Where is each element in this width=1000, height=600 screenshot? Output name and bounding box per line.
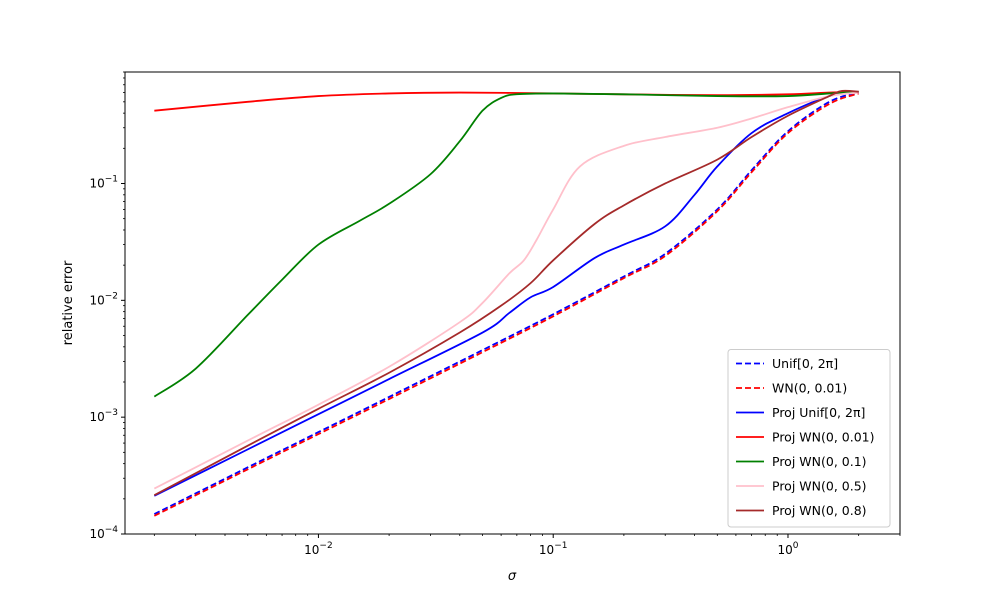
legend-box [727, 349, 891, 528]
x-tick-label: 10−2 [304, 541, 333, 557]
y-tick-label: 10−3 [89, 408, 118, 424]
x-tick-label: 10−1 [539, 541, 568, 557]
legend-label: Proj WN(0, 0.01) [772, 430, 874, 445]
plot-lines [153, 89, 859, 517]
legend-label: WN(0, 0.01) [772, 381, 847, 396]
series-line-2 [153, 90, 859, 497]
y-tick-label: 10−1 [89, 174, 118, 190]
plot-frame [124, 71, 901, 535]
y-axis-label: relative error [61, 260, 76, 345]
series-line-5 [153, 91, 859, 490]
legend-label: Proj WN(0, 0.1) [772, 454, 867, 469]
legend: Unif[0, 2π] WN(0, 0.01) Proj Unif[0, 2π] Pr… [727, 349, 891, 528]
y-tick-label: 10−4 [89, 525, 118, 541]
series-line-4 [153, 90, 859, 398]
series-line-6 [153, 89, 859, 496]
legend-label: Proj Unif[0, 2π] [772, 405, 865, 420]
series-line-0 [153, 91, 859, 515]
series-line-1 [153, 92, 859, 517]
axis-ticks: 10−2 10−1 100 10−4 10−3 10−2 10−1 [89, 71, 901, 557]
x-axis-label: σ [508, 569, 517, 584]
legend-label: Proj WN(0, 0.5) [772, 479, 867, 494]
y-tick-label: 10−2 [89, 291, 118, 307]
legend-label: Proj WN(0, 0.8) [772, 503, 867, 518]
x-tick-label: 100 [777, 541, 798, 557]
legend-label: Unif[0, 2π] [772, 356, 838, 371]
